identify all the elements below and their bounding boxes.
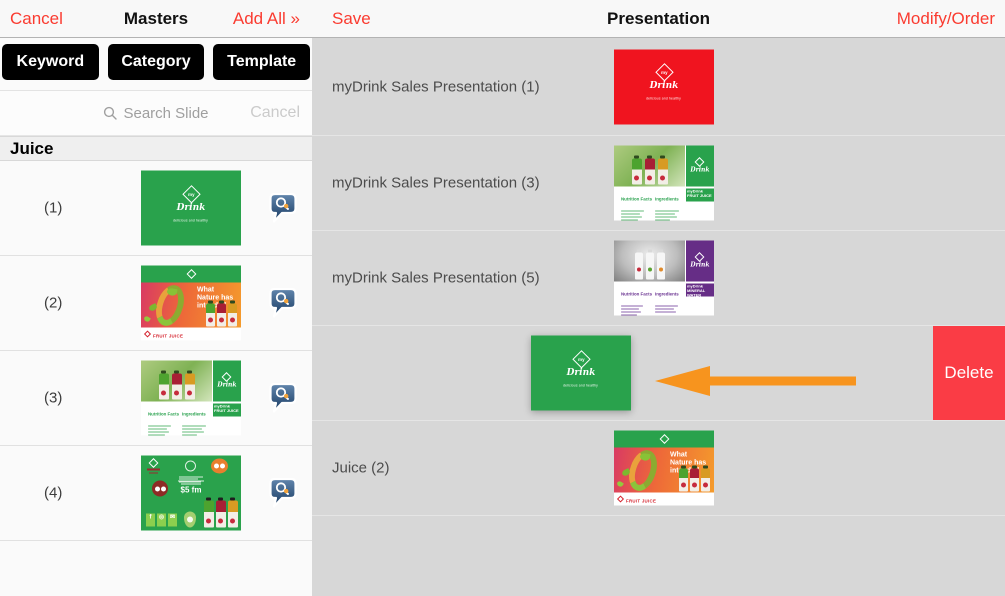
search-cancel-button[interactable]: Cancel [250, 104, 300, 121]
slide-thumbnail-water[interactable]: Drink myDrink MINERAL WATER Nutrition Fa… [614, 240, 714, 316]
master-slide-row-1[interactable]: (1) my Drink delicious and healthy [0, 161, 312, 256]
modify-order-button[interactable]: Modify/Order [896, 8, 995, 28]
brand-logo-mini [186, 269, 196, 279]
slide-thumbnail-nutrition[interactable]: Drink myDrink FRUIT JUICE Nutrition Fact… [141, 360, 241, 436]
filter-buttons-row: Keyword Category Template [0, 38, 312, 90]
delete-button[interactable]: Delete [933, 326, 1005, 420]
slide-footer-label: FRUIT JUICE [153, 333, 184, 338]
master-slide-row-4[interactable]: (4) $5 fm f ◎ ✉ [0, 446, 312, 541]
orange-fruit-graphic [211, 458, 228, 474]
presentation-slide-title: myDrink Sales Presentation (5) [332, 269, 540, 287]
brand-logo-mini [659, 434, 669, 444]
slide-thumbnail-infographic[interactable]: $5 fm f ◎ ✉ [141, 455, 241, 531]
slide-thumbnail-fruit[interactable]: What Nature has intended FRUIT JUICE [141, 265, 241, 341]
juice-bottles [679, 465, 710, 492]
brand-logo: my Drink delicious and healthy [531, 349, 631, 389]
presentation-navbar: Save Presentation Modify/Order [312, 0, 1005, 37]
master-slide-row-2[interactable]: (2) What Nature has intended [0, 256, 312, 351]
cancel-button[interactable]: Cancel [10, 8, 63, 28]
juice-bottles [206, 300, 237, 327]
nutrition-facts-heading: Nutrition Facts [148, 411, 180, 417]
preview-bubble-icon[interactable] [269, 192, 297, 224]
badge-circle [185, 460, 196, 472]
presentation-slide-row-1[interactable]: myDrink Sales Presentation (1) my Drink … [312, 38, 1005, 136]
brand-panel: Drink [686, 145, 714, 187]
template-button[interactable]: Template [213, 44, 311, 80]
brand-logo-mini [147, 458, 160, 474]
section-header-juice: Juice [0, 136, 312, 161]
preview-bubble-icon[interactable] [269, 287, 297, 319]
masters-title: Masters [123, 8, 189, 28]
slide-thumbnail-red-logo[interactable]: my Drink delicious and healthy [614, 49, 714, 124]
save-button[interactable]: Save [332, 8, 371, 28]
preview-bubble-icon[interactable] [269, 382, 297, 414]
panel-label: myDrink MINERAL WATER [686, 283, 714, 297]
presentation-slide-row-3[interactable]: myDrink Sales Presentation (5) Drink myD… [312, 231, 1005, 326]
slide-thumbnail-nutrition[interactable]: Drink myDrink FRUIT JUICE Nutrition Fact… [614, 145, 714, 221]
panel-label: myDrink FRUIT JUICE [686, 188, 714, 202]
search-bar[interactable]: Search Slide Cancel [0, 90, 312, 136]
top-navbar: Cancel Masters Add All » Save Presentati… [0, 0, 1005, 38]
brand-logo: my Drink delicious and healthy [141, 184, 241, 224]
brand-mark-icon [616, 495, 625, 503]
presentation-title: Presentation [607, 8, 710, 28]
category-button[interactable]: Category [107, 44, 205, 80]
slide-thumbnail-fruit[interactable]: What Nature has intended FRUIT JUICE [614, 430, 714, 506]
berry-graphic [152, 480, 168, 497]
bottles-photo [614, 240, 685, 282]
slide-thumbnail-green-logo[interactable]: my Drink delicious and healthy [141, 170, 241, 246]
slide-number: (1) [44, 199, 63, 217]
dragged-slide-thumbnail[interactable]: my Drink delicious and healthy [531, 335, 631, 411]
bottles-photo [614, 145, 685, 187]
presentation-slide-title: myDrink Sales Presentation (3) [332, 174, 540, 192]
price-callout: $5 fm [176, 480, 206, 494]
preview-bubble-icon[interactable] [269, 477, 297, 509]
add-all-button[interactable]: Add All » [232, 8, 300, 28]
slide-number: (4) [44, 484, 63, 502]
brand-mark-icon [143, 330, 152, 338]
presentation-slide-title: Juice (2) [332, 459, 390, 477]
left-arrow-icon [655, 366, 856, 396]
slide-footer-label: FRUIT JUICE [626, 498, 657, 503]
panel-label: myDrink FRUIT JUICE [213, 403, 241, 417]
ingredients-heading: Ingredients [182, 411, 206, 417]
keyword-button[interactable]: Keyword [2, 44, 99, 80]
search-icon [103, 106, 118, 120]
bottles-photo [141, 360, 212, 402]
juice-bottles [204, 497, 238, 528]
brand-logo: my Drink delicious and healthy [614, 63, 714, 103]
social-icons: f ◎ ✉ [146, 513, 177, 527]
master-slide-row-3[interactable]: (3) Drink myDrink FRUIT JUICE Nutrition … [0, 351, 312, 446]
pear-graphic [184, 511, 196, 528]
presentation-slide-row-5[interactable]: Juice (2) What Nature has intended FRUIT… [312, 421, 1005, 516]
slide-number: (2) [44, 294, 63, 312]
presentation-slide-row-dragging[interactable]: my Drink delicious and healthy Delete [312, 326, 1005, 421]
brand-panel: Drink [213, 360, 241, 402]
masters-sidebar: Keyword Category Template Search Slide C… [0, 38, 312, 596]
brand-panel: Drink [686, 240, 714, 282]
search-placeholder: Search Slide [123, 104, 209, 122]
brand-diamond-icon: my [181, 184, 201, 203]
presentation-slide-title: myDrink Sales Presentation (1) [332, 78, 540, 95]
masters-navbar: Cancel Masters Add All » [0, 0, 312, 37]
slide-number: (3) [44, 389, 63, 407]
presentation-panel: myDrink Sales Presentation (1) my Drink … [312, 38, 1005, 596]
presentation-slide-row-2[interactable]: myDrink Sales Presentation (3) Drink myD… [312, 136, 1005, 231]
